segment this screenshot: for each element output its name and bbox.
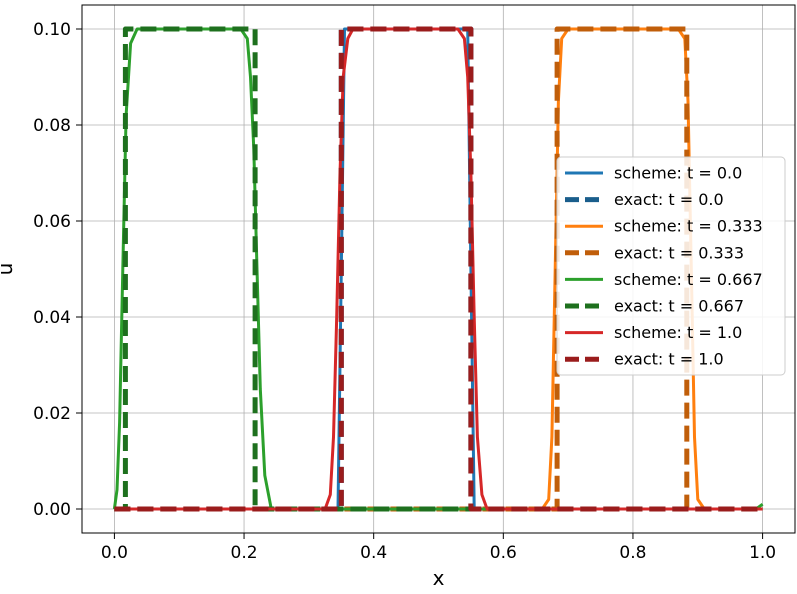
legend-label: exact: t = 1.0 <box>614 350 724 369</box>
x-axis-ticks: 0.0 0.2 0.4 0.6 0.8 1.0 <box>101 533 776 563</box>
y-axis-label: u <box>0 263 17 276</box>
legend: scheme: t = 0.0 exact: t = 0.0 scheme: t =… <box>556 156 786 376</box>
y-tick-label: 0.00 <box>33 500 71 520</box>
x-tick-label: 0.6 <box>490 543 517 563</box>
y-tick-label: 0.02 <box>33 404 71 424</box>
x-tick-label: 1.0 <box>749 543 776 563</box>
legend-label: exact: t = 0.333 <box>614 243 744 262</box>
x-axis-label: x <box>433 566 445 589</box>
legend-label: scheme: t = 0.667 <box>614 270 763 289</box>
series-line-2 <box>114 27 763 511</box>
legend-label: scheme: t = 1.0 <box>614 323 742 342</box>
x-tick-label: 0.0 <box>101 543 128 563</box>
x-tick-label: 0.4 <box>360 543 387 563</box>
legend-box <box>556 156 786 376</box>
y-tick-label: 0.04 <box>33 308 71 328</box>
legend-label: scheme: t = 0.0 <box>614 164 742 183</box>
legend-label: scheme: t = 0.333 <box>614 217 763 236</box>
legend-label: exact: t = 0.0 <box>614 190 724 209</box>
series-line-4 <box>112 27 764 511</box>
x-tick-label: 0.8 <box>619 543 646 563</box>
y-tick-label: 0.10 <box>33 20 71 40</box>
plot-frame <box>81 4 796 534</box>
y-axis-ticks: 0.00 0.02 0.04 0.06 0.08 0.10 <box>33 20 82 520</box>
x-tick-label: 0.2 <box>231 543 258 563</box>
series-line-7 <box>114 26 763 512</box>
legend-label: exact: t = 0.667 <box>614 297 744 316</box>
plot-lines <box>112 26 764 512</box>
y-tick-label: 0.08 <box>33 116 71 136</box>
y-tick-label: 0.06 <box>33 212 71 232</box>
